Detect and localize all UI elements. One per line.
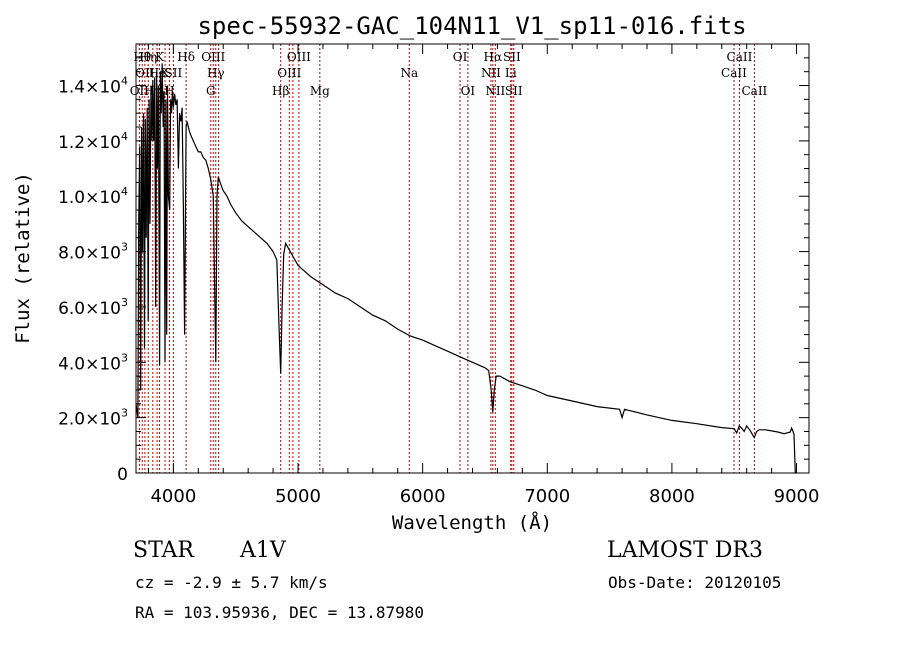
line-label-2: OII <box>135 66 155 80</box>
coordinates: RA = 103.95936, DEC = 13.87980 <box>135 603 424 622</box>
line-label-18: OIII <box>287 50 311 64</box>
y-tick-label: 4.0×103 <box>58 351 128 374</box>
line-label-24: Hα <box>484 50 503 64</box>
line-label-12: OIII <box>201 50 225 64</box>
y-tick-label: 1.2×104 <box>58 130 128 153</box>
line-label-3: Hη <box>139 50 157 64</box>
x-axis-label: Wavelength (Å) <box>392 511 552 534</box>
x-tick-label: 8000 <box>649 486 695 507</box>
x-tick-label: 4000 <box>150 486 196 507</box>
x-tick-label: 5000 <box>275 486 321 507</box>
y-tick-label: 2.0×103 <box>58 407 128 430</box>
y-tick-label: 0 <box>117 465 128 485</box>
line-label-26: Li <box>505 66 517 80</box>
y-tick-label: 1.4×104 <box>58 75 128 98</box>
y-tick-label: 1.0×104 <box>58 185 128 208</box>
line-label-31: CaII <box>741 84 767 98</box>
survey-label: LAMOST DR3 <box>607 538 763 563</box>
line-label-7: K <box>161 66 171 80</box>
observation-date: Obs-Date: 20120105 <box>608 573 782 592</box>
y-axis: 0 2.0×103 4.0×103 6.0×103 8.0×103 1.0×104 1.2×… <box>58 57 809 485</box>
line-label-20: Na <box>400 66 418 80</box>
line-label-28: SII <box>505 84 523 98</box>
line-label-21: OI <box>453 50 468 64</box>
object-subclass: A1V <box>240 538 286 563</box>
line-label-8: H <box>164 84 174 98</box>
spectrum-trace <box>135 63 797 474</box>
redshift-info: cz = -2.9 ± 5.7 km/s <box>135 573 328 592</box>
x-tick-label: 6000 <box>400 486 446 507</box>
line-label-25: NII <box>485 84 505 98</box>
line-label-15: Hβ <box>272 84 289 98</box>
line-label-29: CaII <box>721 66 747 80</box>
spectral-line-labels: OIIHθOIIHηHηHεKKHSIIHδGOIIIHγHβOIIIOIIIM… <box>130 50 768 98</box>
line-label-6: K <box>155 50 165 64</box>
line-label-19: Mg <box>310 84 330 98</box>
x-tick-label: 9000 <box>774 486 820 507</box>
line-label-16: OIII <box>277 66 301 80</box>
plot-frame <box>135 43 810 474</box>
spectral-line-markers <box>138 44 755 473</box>
line-label-23: NII <box>481 66 501 80</box>
line-label-10: Hδ <box>177 50 195 64</box>
object-class: STAR <box>133 538 194 563</box>
line-label-27: SII <box>503 50 521 64</box>
line-label-0: OII <box>130 84 150 98</box>
y-axis-label: Flux (relative) <box>12 172 34 344</box>
line-label-1: Hθ <box>133 50 151 64</box>
line-label-9: SII <box>165 66 183 80</box>
line-label-22: OI <box>461 84 476 98</box>
line-label-11: G <box>206 84 216 98</box>
x-tick-label: 7000 <box>524 486 570 507</box>
x-axis: 4000 5000 6000 7000 8000 9000 <box>147 44 820 507</box>
line-label-30: CaII <box>727 50 753 64</box>
y-tick-label: 6.0×103 <box>58 296 128 319</box>
chart-title: spec-55932-GAC_104N11_V1_sp11-016.fits <box>197 12 746 40</box>
line-label-13: Hγ <box>207 66 225 80</box>
y-tick-label: 8.0×103 <box>58 241 128 264</box>
